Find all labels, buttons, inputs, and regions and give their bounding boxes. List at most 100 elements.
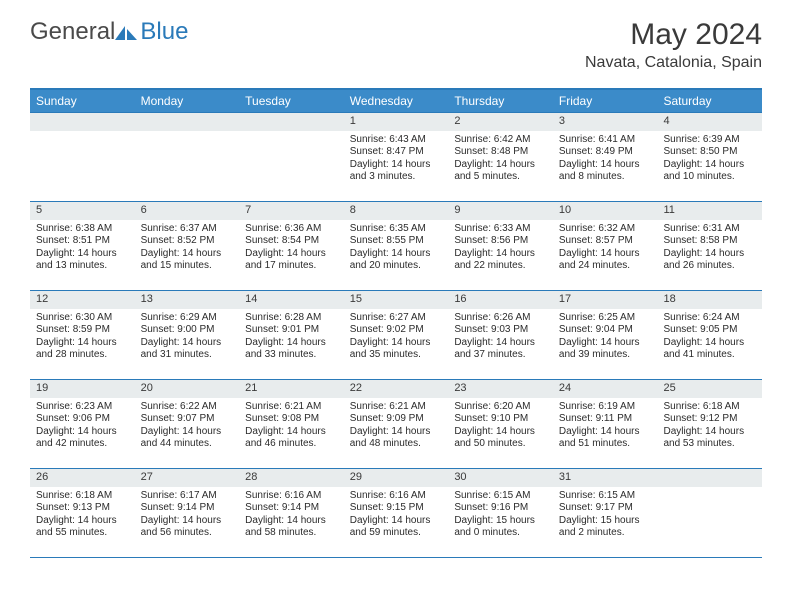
sunset-line: Sunset: 9:01 PM — [245, 324, 338, 337]
day-number — [239, 113, 344, 131]
sunrise-line: Sunrise: 6:31 AM — [663, 223, 756, 236]
calendar-cell: 21Sunrise: 6:21 AMSunset: 9:08 PMDayligh… — [239, 380, 344, 468]
daylight-line: Daylight: 14 hours and 8 minutes. — [559, 159, 652, 184]
sunset-line: Sunset: 8:51 PM — [36, 235, 129, 248]
daylight-line: Daylight: 14 hours and 42 minutes. — [36, 426, 129, 451]
day-number: 2 — [448, 113, 553, 131]
sunset-line: Sunset: 8:58 PM — [663, 235, 756, 248]
daylight-line: Daylight: 14 hours and 35 minutes. — [350, 337, 443, 362]
sunset-line: Sunset: 9:10 PM — [454, 413, 547, 426]
sunrise-line: Sunrise: 6:19 AM — [559, 401, 652, 414]
cell-body: Sunrise: 6:43 AMSunset: 8:47 PMDaylight:… — [344, 131, 449, 188]
daylight-line: Daylight: 14 hours and 58 minutes. — [245, 515, 338, 540]
sunset-line: Sunset: 8:56 PM — [454, 235, 547, 248]
cell-body: Sunrise: 6:21 AMSunset: 9:09 PMDaylight:… — [344, 398, 449, 455]
sunset-line: Sunset: 9:13 PM — [36, 502, 129, 515]
sunset-line: Sunset: 9:16 PM — [454, 502, 547, 515]
sunrise-line: Sunrise: 6:16 AM — [350, 490, 443, 503]
calendar-cell: 31Sunrise: 6:15 AMSunset: 9:17 PMDayligh… — [553, 469, 658, 557]
cell-body: Sunrise: 6:18 AMSunset: 9:12 PMDaylight:… — [657, 398, 762, 455]
sunrise-line: Sunrise: 6:18 AM — [36, 490, 129, 503]
day-number: 11 — [657, 202, 762, 220]
sunrise-line: Sunrise: 6:23 AM — [36, 401, 129, 414]
daylight-line: Daylight: 14 hours and 24 minutes. — [559, 248, 652, 273]
cell-body: Sunrise: 6:30 AMSunset: 8:59 PMDaylight:… — [30, 309, 135, 366]
calendar-cell: 11 Sunrise: 6:31 AMSunset: 8:58 PMDayligh… — [657, 202, 762, 290]
cell-body: Sunrise: 6:37 AMSunset: 8:52 PMDaylight:… — [135, 220, 240, 277]
sunrise-line: Sunrise: 6:27 AM — [350, 312, 443, 325]
dayhead: Sunday — [30, 90, 135, 112]
calendar-cell: 10Sunrise: 6:32 AMSunset: 8:57 PMDayligh… — [553, 202, 658, 290]
sunset-line: Sunset: 9:05 PM — [663, 324, 756, 337]
cell-body: Sunrise: 6:16 AMSunset: 9:15 PMDaylight:… — [344, 487, 449, 544]
sunset-line: Sunset: 9:04 PM — [559, 324, 652, 337]
cell-body — [657, 487, 762, 547]
cell-body: Sunrise: 6:27 AMSunset: 9:02 PMDaylight:… — [344, 309, 449, 366]
sunrise-line: Sunrise: 6:16 AM — [245, 490, 338, 503]
cell-body: Sunrise: 6:18 AMSunset: 9:13 PMDaylight:… — [30, 487, 135, 544]
day-number: 20 — [135, 380, 240, 398]
day-number: 9 — [448, 202, 553, 220]
cell-body: Sunrise: 6:29 AMSunset: 9:00 PMDaylight:… — [135, 309, 240, 366]
day-number: 31 — [553, 469, 658, 487]
calendar-cell: 23Sunrise: 6:20 AMSunset: 9:10 PMDayligh… — [448, 380, 553, 468]
day-number — [135, 113, 240, 131]
sunset-line: Sunset: 9:03 PM — [454, 324, 547, 337]
cell-body: Sunrise: 6:42 AMSunset: 8:48 PMDaylight:… — [448, 131, 553, 188]
daylight-line: Daylight: 14 hours and 53 minutes. — [663, 426, 756, 451]
calendar-cell: 17Sunrise: 6:25 AMSunset: 9:04 PMDayligh… — [553, 291, 658, 379]
sunrise-line: Sunrise: 6:15 AM — [559, 490, 652, 503]
sunrise-line: Sunrise: 6:28 AM — [245, 312, 338, 325]
cell-body: Sunrise: 6:39 AMSunset: 8:50 PMDaylight:… — [657, 131, 762, 188]
cell-body: Sunrise: 6:25 AMSunset: 9:04 PMDaylight:… — [553, 309, 658, 366]
daylight-line: Daylight: 14 hours and 5 minutes. — [454, 159, 547, 184]
cell-body — [135, 131, 240, 191]
cell-body: Sunrise: 6:20 AMSunset: 9:10 PMDaylight:… — [448, 398, 553, 455]
day-number: 28 — [239, 469, 344, 487]
calendar-cell — [135, 113, 240, 201]
cell-body: Sunrise: 6:17 AMSunset: 9:14 PMDaylight:… — [135, 487, 240, 544]
sunset-line: Sunset: 8:54 PM — [245, 235, 338, 248]
dayhead: Tuesday — [239, 90, 344, 112]
dayhead: Thursday — [448, 90, 553, 112]
calendar-cell: 3Sunrise: 6:41 AMSunset: 8:49 PMDaylight… — [553, 113, 658, 201]
daylight-line: Daylight: 14 hours and 15 minutes. — [141, 248, 234, 273]
sunset-line: Sunset: 9:07 PM — [141, 413, 234, 426]
daylight-line: Daylight: 14 hours and 41 minutes. — [663, 337, 756, 362]
day-number — [30, 113, 135, 131]
daylight-line: Daylight: 14 hours and 26 minutes. — [663, 248, 756, 273]
day-number: 1 — [344, 113, 449, 131]
daylight-line: Daylight: 14 hours and 22 minutes. — [454, 248, 547, 273]
sunrise-line: Sunrise: 6:15 AM — [454, 490, 547, 503]
calendar-cell: 1Sunrise: 6:43 AMSunset: 8:47 PMDaylight… — [344, 113, 449, 201]
sunrise-line: Sunrise: 6:35 AM — [350, 223, 443, 236]
logo-text-general: General — [30, 18, 115, 46]
calendar-cell: 15Sunrise: 6:27 AMSunset: 9:02 PMDayligh… — [344, 291, 449, 379]
day-number: 17 — [553, 291, 658, 309]
calendar-cell — [30, 113, 135, 201]
cell-body: Sunrise: 6:38 AMSunset: 8:51 PMDaylight:… — [30, 220, 135, 277]
week-row: 5Sunrise: 6:38 AMSunset: 8:51 PMDaylight… — [30, 201, 762, 290]
calendar-cell: 25Sunrise: 6:18 AMSunset: 9:12 PMDayligh… — [657, 380, 762, 468]
daylight-line: Daylight: 14 hours and 33 minutes. — [245, 337, 338, 362]
day-number: 10 — [553, 202, 658, 220]
daylight-line: Daylight: 14 hours and 13 minutes. — [36, 248, 129, 273]
calendar-cell: 13Sunrise: 6:29 AMSunset: 9:00 PMDayligh… — [135, 291, 240, 379]
calendar-cell: 8Sunrise: 6:35 AMSunset: 8:55 PMDaylight… — [344, 202, 449, 290]
sunset-line: Sunset: 8:48 PM — [454, 146, 547, 159]
cell-body: Sunrise: 6:32 AMSunset: 8:57 PMDaylight:… — [553, 220, 658, 277]
sunrise-line: Sunrise: 6:39 AM — [663, 134, 756, 147]
day-number: 5 — [30, 202, 135, 220]
sunrise-line: Sunrise: 6:32 AM — [559, 223, 652, 236]
sunrise-line: Sunrise: 6:18 AM — [663, 401, 756, 414]
sunrise-line: Sunrise: 6:25 AM — [559, 312, 652, 325]
cell-body: Sunrise: 6:23 AMSunset: 9:06 PMDaylight:… — [30, 398, 135, 455]
logo-text-blue: Blue — [140, 18, 188, 46]
calendar-cell: 5Sunrise: 6:38 AMSunset: 8:51 PMDaylight… — [30, 202, 135, 290]
day-number: 15 — [344, 291, 449, 309]
calendar-cell: 7Sunrise: 6:36 AMSunset: 8:54 PMDaylight… — [239, 202, 344, 290]
calendar-cell: 30Sunrise: 6:15 AMSunset: 9:16 PMDayligh… — [448, 469, 553, 557]
daylight-line: Daylight: 14 hours and 56 minutes. — [141, 515, 234, 540]
cell-body: Sunrise: 6:33 AMSunset: 8:56 PMDaylight:… — [448, 220, 553, 277]
cell-body: Sunrise: 6:22 AMSunset: 9:07 PMDaylight:… — [135, 398, 240, 455]
